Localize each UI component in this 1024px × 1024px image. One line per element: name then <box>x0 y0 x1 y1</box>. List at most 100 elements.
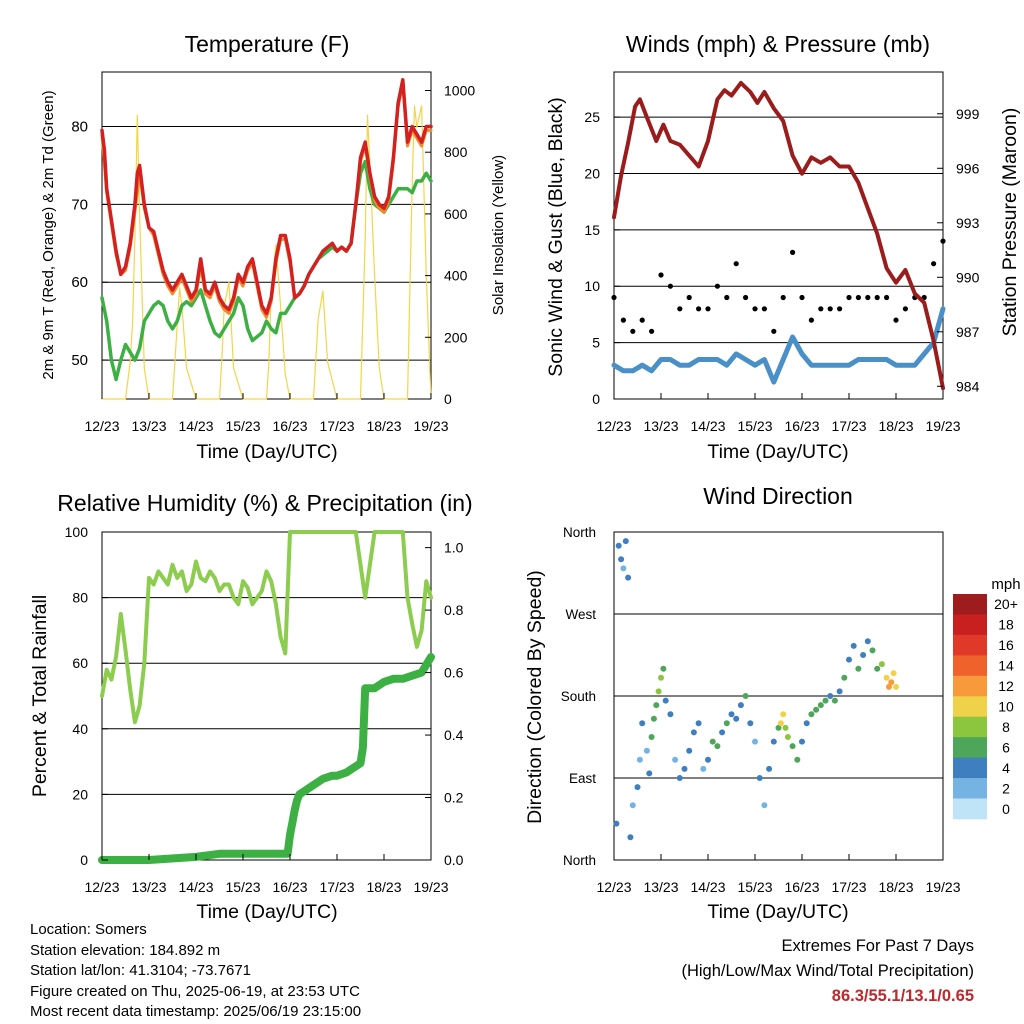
x-tick-label: 16/23 <box>272 418 307 434</box>
colorbar-swatch <box>953 716 987 738</box>
temperature-x-ticks: 12/23 13/23 14/23 15/23 16/23 17/23 18/23 19/23 <box>84 393 449 434</box>
direction-point <box>883 674 890 681</box>
y2-tick-label: 1.0 <box>444 540 464 556</box>
direction-point <box>733 715 740 722</box>
gust-point <box>667 283 674 289</box>
x-tick-label: 15/23 <box>737 418 772 434</box>
direction-point <box>756 775 763 781</box>
gust-point <box>743 294 749 301</box>
direction-point <box>695 720 702 727</box>
temperature-frame <box>101 71 432 400</box>
direction-point <box>723 720 730 727</box>
direction-point <box>667 711 674 718</box>
humidity-y-ticks: 0 20 40 60 80 100 <box>65 524 108 868</box>
winds-y-ticks: 0 5 10 15 20 25 <box>584 109 620 407</box>
winds-x-ticks: 12/23 13/23 14/23 15/23 16/23 17/23 18/23 19/23 <box>596 393 961 434</box>
direction-point <box>615 542 622 549</box>
direction-point <box>747 720 754 727</box>
insolation-y-ticks: 0 200 400 600 800 1000 <box>425 83 475 407</box>
direction-point <box>653 702 660 709</box>
y-tick-label: 5 <box>592 335 600 351</box>
gust-point <box>902 306 909 312</box>
x-tick-label: 12/23 <box>84 879 119 895</box>
y-tick-label: 25 <box>584 109 600 125</box>
insolation-series <box>101 105 432 400</box>
y-tick-label: 70 <box>71 196 88 213</box>
direction-point <box>660 665 667 672</box>
insolation-ylabel: Solar Insolation (Yellow) <box>490 155 507 315</box>
x-tick-label: 19/23 <box>925 418 960 434</box>
figure-created: Figure created on Thu, 2025-06-19, at 23… <box>30 982 360 1000</box>
x-tick-label: 18/23 <box>366 879 401 895</box>
y-tick-label: 60 <box>72 655 88 671</box>
y-tick-label: North <box>563 525 596 540</box>
x-tick-label: 17/23 <box>831 418 866 434</box>
direction-point <box>782 724 789 731</box>
direction-point <box>643 747 650 754</box>
x-tick-label: 17/23 <box>319 879 354 895</box>
direction-point <box>686 747 693 754</box>
y-tick-label: East <box>569 771 596 786</box>
colorbar-swatch <box>953 594 987 615</box>
y-tick-label: 40 <box>72 721 88 737</box>
gust-point <box>649 328 655 334</box>
x-tick-label: 15/23 <box>225 418 260 434</box>
x-tick-label: 19/23 <box>413 418 448 434</box>
gust-point <box>771 328 777 334</box>
x-tick-label: 19/23 <box>925 879 960 895</box>
gust-point <box>677 306 683 312</box>
colorbar-title: mph <box>991 576 1020 593</box>
speed-colorbar: 20+ 18 16 14 12 10 8 6 4 2 0 <box>953 594 1018 820</box>
temperature-title: Temperature (F) <box>185 31 350 57</box>
colorbar-label: 18 <box>998 617 1014 633</box>
y2-tick-label: 984 <box>956 378 980 394</box>
x-tick-label: 14/23 <box>690 418 725 434</box>
winds-xlabel: Time (Day/UTC) <box>707 441 848 463</box>
y-tick-label: 100 <box>65 524 89 540</box>
y2-tick-label: 996 <box>956 160 980 176</box>
temperature-ylabel: 2m & 9m T (Red, Orange) & 2m Td (Green) <box>40 90 57 379</box>
gust-point <box>874 294 880 301</box>
direction-point <box>831 697 838 704</box>
x-tick-label: 12/23 <box>596 879 631 895</box>
y-tick-label: 50 <box>71 352 88 369</box>
gust-point <box>808 317 815 323</box>
direction-point <box>728 711 735 718</box>
gust-point <box>724 294 730 301</box>
colorbar-label: 10 <box>998 699 1014 715</box>
x-tick-label: 18/23 <box>878 879 913 895</box>
direction-point <box>817 702 824 709</box>
y2-tick-label: 400 <box>444 268 468 284</box>
y2-tick-label: 800 <box>444 144 468 160</box>
direction-point <box>737 702 744 709</box>
humidity-panel: Relative Humidity (%) & Precipitation (i… <box>29 490 473 923</box>
x-tick-label: 13/23 <box>643 879 678 895</box>
gust-point <box>696 306 702 312</box>
gust-point <box>799 294 805 301</box>
colorbar-swatch <box>953 634 987 656</box>
gust-point <box>837 306 843 312</box>
direction-point <box>625 574 632 581</box>
direction-point <box>646 770 653 777</box>
direction-point <box>893 683 899 690</box>
gust-point <box>705 306 711 312</box>
x-tick-label: 16/23 <box>784 879 819 895</box>
direction-point <box>784 734 791 740</box>
winds-series <box>611 80 946 391</box>
y-tick-label: South <box>561 689 596 704</box>
x-tick-label: 14/23 <box>178 879 213 895</box>
direction-point <box>803 720 810 727</box>
direction-point <box>874 665 881 672</box>
direction-ylabel: Direction (Colored By Speed) <box>524 570 546 824</box>
gust-point <box>846 294 852 301</box>
winds-gridlines <box>614 116 943 344</box>
direction-x-ticks: 12/23 13/23 14/23 15/23 16/23 17/23 18/23 19/23 <box>596 854 961 895</box>
direction-gridlines <box>614 613 943 779</box>
y2-tick-label: 987 <box>956 324 980 340</box>
x-tick-label: 16/23 <box>784 418 819 434</box>
extremes-box: Extremes For Past 7 Days (High/Low/Max W… <box>681 934 974 1009</box>
gust-point <box>620 317 627 323</box>
humidity-ylabel: Percent & Total Rainfall <box>29 595 51 797</box>
direction-point <box>860 652 867 658</box>
station-info: Location: Somers Station elevation: 184.… <box>30 920 361 1023</box>
